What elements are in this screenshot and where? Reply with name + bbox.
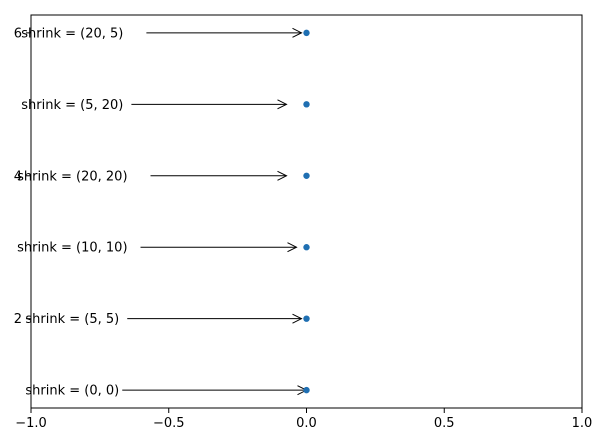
annotation-label: shrink = (10, 10) xyxy=(17,241,127,256)
annotation-arrow-head xyxy=(292,27,303,38)
x-tick-label: 0.0 xyxy=(296,416,317,431)
annotation-label: shrink = (0, 0) xyxy=(25,384,119,399)
annotation-arrows xyxy=(122,27,308,396)
annotation-arrow-head xyxy=(277,170,288,181)
annotation-labels: shrink = (0, 0) shrink = (5, 5) shrink = (… xyxy=(17,26,127,398)
y-tick-label: 2 xyxy=(14,312,22,327)
x-axis-ticks: −1.0 −0.5 0.0 0.5 1.0 xyxy=(15,408,592,431)
data-point xyxy=(303,101,310,108)
data-point xyxy=(303,29,310,37)
data-points xyxy=(303,29,310,394)
annotation-arrow-head xyxy=(292,313,303,324)
y-tick-label: 6 xyxy=(14,26,22,41)
annotation-label: shrink = (20, 5) xyxy=(21,26,123,41)
data-point xyxy=(303,172,310,179)
data-point xyxy=(303,386,310,394)
y-axis-ticks: 2 4 6 xyxy=(14,26,31,327)
annotation-label: shrink = (20, 20) xyxy=(17,169,127,184)
x-tick-label: −0.5 xyxy=(153,416,185,431)
annotation-arrow-head xyxy=(287,242,298,253)
x-tick-label: 1.0 xyxy=(572,416,593,431)
y-tick-label: 4 xyxy=(14,169,22,184)
annotation-label: shrink = (5, 5) xyxy=(25,312,119,327)
data-point xyxy=(303,244,310,251)
data-point xyxy=(303,315,310,322)
x-tick-label: −1.0 xyxy=(15,416,47,431)
plot-frame xyxy=(30,14,583,409)
x-tick-label: 0.5 xyxy=(434,416,455,431)
annotation-label: shrink = (5, 20) xyxy=(21,98,123,113)
annotation-arrow-head xyxy=(277,99,288,110)
